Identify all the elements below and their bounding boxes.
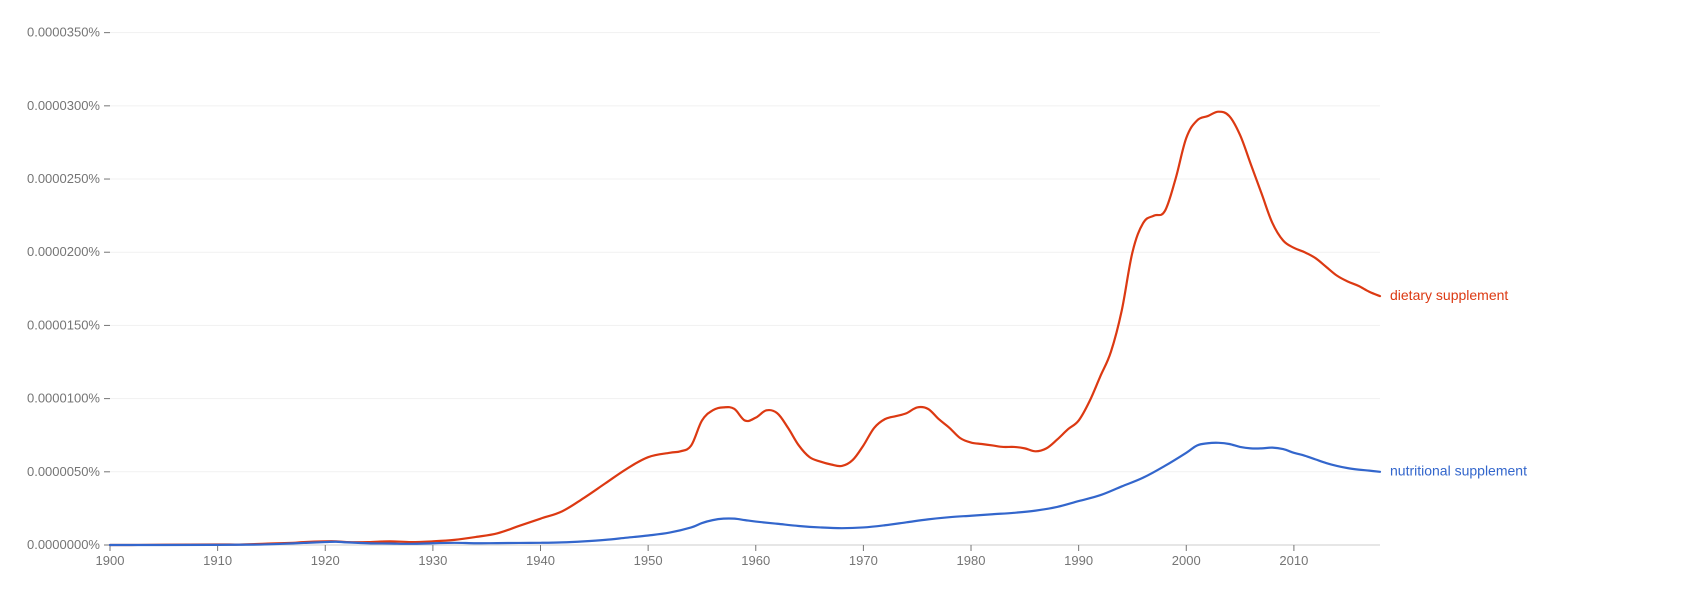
- y-tick-label: 0.0000300%: [27, 98, 100, 113]
- y-tick-label: 0.0000350%: [27, 25, 100, 40]
- x-tick-label: 2000: [1172, 553, 1201, 568]
- x-tick-label: 1910: [203, 553, 232, 568]
- series-label-dietary-supplement[interactable]: dietary supplement: [1390, 287, 1508, 303]
- y-tick-label: 0.0000000%: [27, 537, 100, 552]
- x-tick-label: 1950: [634, 553, 663, 568]
- x-tick-label: 2010: [1279, 553, 1308, 568]
- ngram-line-chart: 0.0000000% 0.0000050% 0.0000100% 0.0000150%…: [0, 0, 1696, 591]
- x-tick-label: 1980: [957, 553, 986, 568]
- x-tick-label: 1960: [741, 553, 770, 568]
- x-tick-label: 1900: [96, 553, 125, 568]
- x-tick-label: 1920: [311, 553, 340, 568]
- y-tick-label: 0.0000050%: [27, 464, 100, 479]
- series-label-nutritional-supplement[interactable]: nutritional supplement: [1390, 463, 1527, 479]
- x-tick-label: 1970: [849, 553, 878, 568]
- x-tick-label: 1940: [526, 553, 555, 568]
- y-tick-label: 0.0000100%: [27, 391, 100, 406]
- x-tick-label: 1990: [1064, 553, 1093, 568]
- x-tick-label: 1930: [418, 553, 447, 568]
- chart-svg: 0.0000000% 0.0000050% 0.0000100% 0.0000150%…: [0, 0, 1696, 591]
- y-tick-label: 0.0000150%: [27, 317, 100, 332]
- y-tick-label: 0.0000200%: [27, 244, 100, 259]
- y-tick-label: 0.0000250%: [27, 171, 100, 186]
